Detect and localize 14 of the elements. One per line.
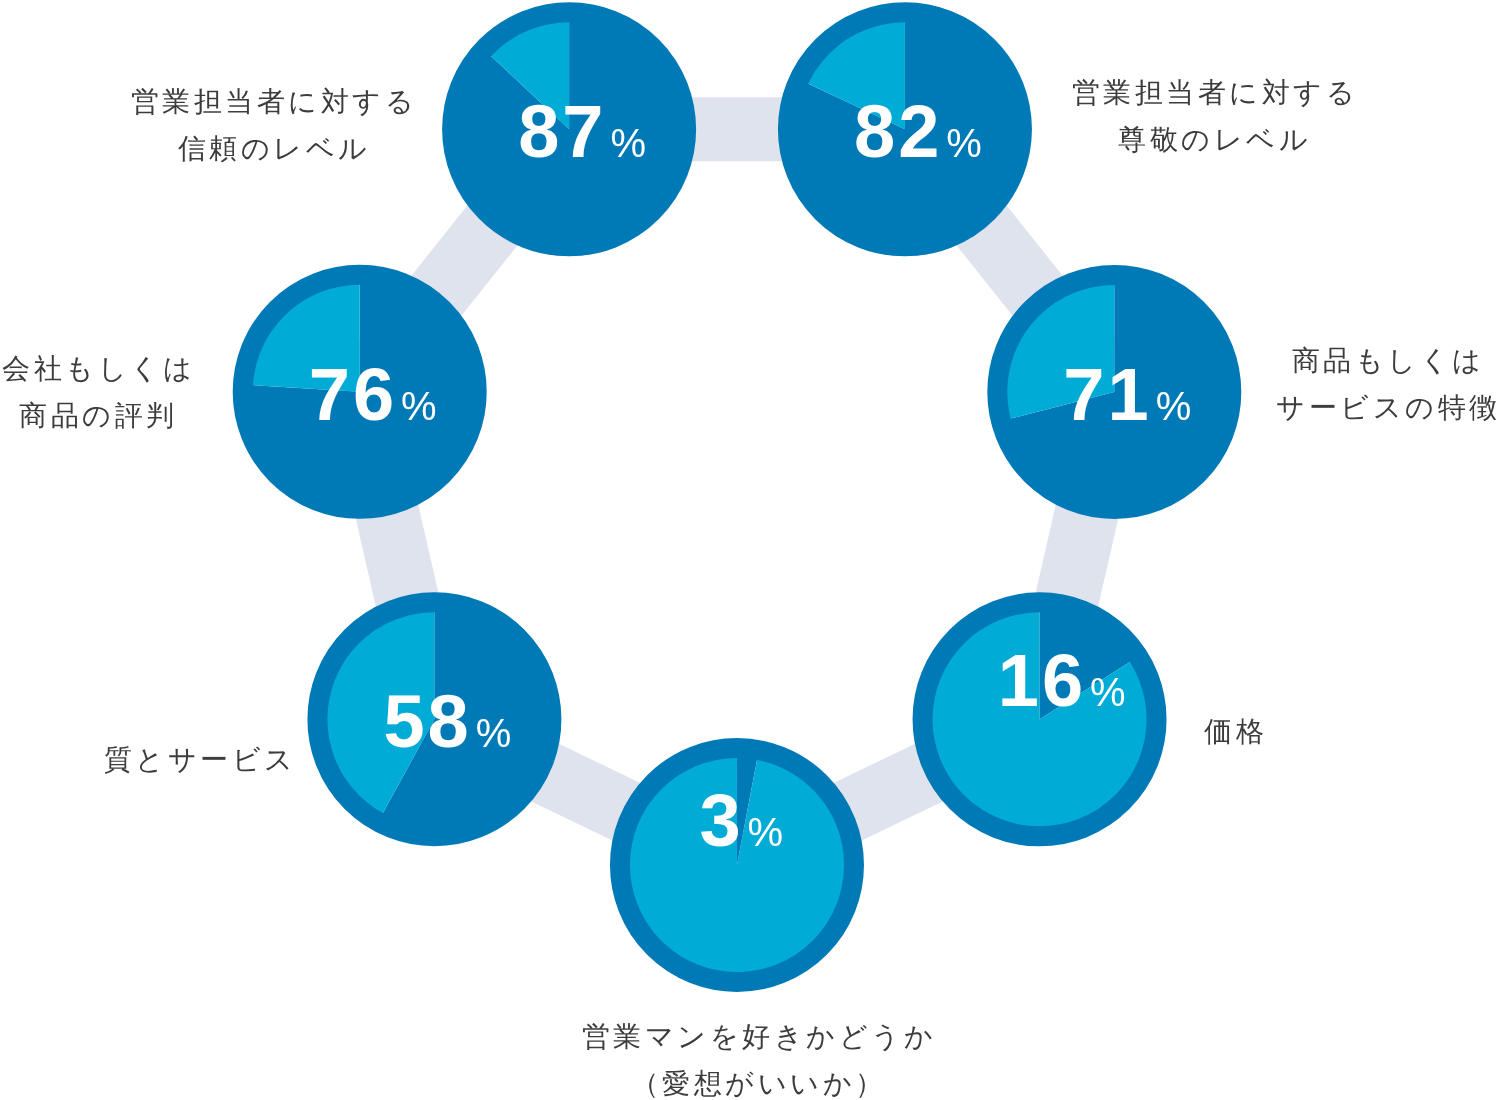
data-label: 82%: [853, 90, 982, 174]
data-label: 16%: [997, 639, 1126, 722]
text: 商品もしくはサービスの特徴: [1276, 345, 1501, 424]
data-label: 58%: [383, 680, 512, 764]
data-label: 76%: [308, 352, 437, 436]
text: 営業担当者に対する尊敬のレベル: [1071, 76, 1359, 155]
text: 価格: [1204, 716, 1268, 748]
data-label: 71%: [1063, 352, 1192, 436]
text: 営業担当者に対する信頼のレベル: [130, 85, 418, 164]
text: 会社もしくは商品の評判: [2, 353, 196, 432]
text: 質とサービス: [103, 744, 297, 776]
data-label: 87%: [518, 90, 647, 174]
data-label: 3%: [699, 779, 784, 863]
text: 営業マンを好きかどうか（愛想がいいか）: [581, 1020, 937, 1099]
